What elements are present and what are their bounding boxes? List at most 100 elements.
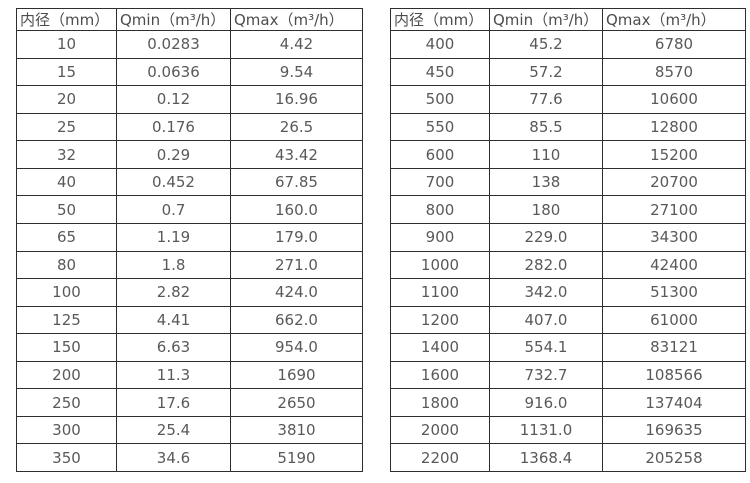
table-cell: 550 xyxy=(390,112,490,142)
header-row: 内径（mm） Qmin（m³/h） Qmax（m³/h） xyxy=(16,8,363,31)
table-row: 15 0.0636 9.54 xyxy=(16,57,363,87)
table-cell: 85.5 xyxy=(489,112,603,142)
table-cell: 137404 xyxy=(602,388,746,417)
table-row: 1400 554.1 83121 xyxy=(390,333,746,362)
flow-table-large-diameters: 内径（mm） Qmin（m³/h） Qmax（m³/h） 400 45.2 6780 450… xyxy=(390,8,746,472)
table-cell: 900 xyxy=(390,222,490,252)
table-cell: 138 xyxy=(489,167,603,197)
table-cell: 1690 xyxy=(230,360,363,390)
table-cell: 1368.4 xyxy=(489,443,603,472)
table-cell: 700 xyxy=(390,167,490,197)
table-cell: 1.8 xyxy=(116,250,231,280)
table-cell: 10600 xyxy=(602,85,746,114)
table-row: 50 0.7 160.0 xyxy=(16,195,363,224)
table-cell: 160.0 xyxy=(230,195,363,224)
table-row: 1600 732.7 108566 xyxy=(390,360,746,390)
table-cell: 350 xyxy=(16,443,117,472)
table-cell: 0.452 xyxy=(116,167,231,197)
table-cell: 0.29 xyxy=(116,140,231,169)
table-cell: 732.7 xyxy=(489,360,603,390)
table-cell: 5190 xyxy=(230,443,363,472)
table-row: 350 34.6 5190 xyxy=(16,443,363,472)
table-cell: 1800 xyxy=(390,388,490,417)
table-cell: 916.0 xyxy=(489,388,603,417)
table-cell: 12800 xyxy=(602,112,746,142)
table-cell: 125 xyxy=(16,305,117,335)
table-cell: 80 xyxy=(16,250,117,280)
table-cell: 16.96 xyxy=(230,85,363,114)
table-cell: 2.82 xyxy=(116,278,231,307)
table-cell: 3810 xyxy=(230,415,363,445)
table-cell: 4.42 xyxy=(230,30,363,59)
table-cell: 450 xyxy=(390,57,490,87)
table-row: 800 180 27100 xyxy=(390,195,746,224)
table-cell: 150 xyxy=(16,333,117,362)
table-cell: 407.0 xyxy=(489,305,603,335)
table-cell: 4.41 xyxy=(116,305,231,335)
table-row: 1000 282.0 42400 xyxy=(390,250,746,280)
table-cell: 77.6 xyxy=(489,85,603,114)
table-cell: 11.3 xyxy=(116,360,231,390)
table-cell: 1400 xyxy=(390,333,490,362)
table-cell: 271.0 xyxy=(230,250,363,280)
table-cell: 25.4 xyxy=(116,415,231,445)
table-row: 2200 1368.4 205258 xyxy=(390,443,746,472)
table-row: 1200 407.0 61000 xyxy=(390,305,746,335)
table-cell: 43.42 xyxy=(230,140,363,169)
table-cell: 1100 xyxy=(390,278,490,307)
table-row: 32 0.29 43.42 xyxy=(16,140,363,169)
table-cell: 25 xyxy=(16,112,117,142)
table-cell: 57.2 xyxy=(489,57,603,87)
table-row: 100 2.82 424.0 xyxy=(16,278,363,307)
table-cell: 40 xyxy=(16,167,117,197)
table-cell: 662.0 xyxy=(230,305,363,335)
header-row: 内径（mm） Qmin（m³/h） Qmax（m³/h） xyxy=(390,8,746,31)
table-cell: 0.7 xyxy=(116,195,231,224)
header-cell: 内径（mm） xyxy=(16,8,117,31)
table-cell: 10 xyxy=(16,30,117,59)
header-cell: Qmin（m³/h） xyxy=(116,8,231,31)
table-cell: 61000 xyxy=(602,305,746,335)
table-cell: 1200 xyxy=(390,305,490,335)
header-cell: Qmax（m³/h） xyxy=(230,8,363,31)
table-row: 900 229.0 34300 xyxy=(390,222,746,252)
table-row: 700 138 20700 xyxy=(390,167,746,197)
table-cell: 6.63 xyxy=(116,333,231,362)
table-cell: 1.19 xyxy=(116,222,231,252)
table-cell: 108566 xyxy=(602,360,746,390)
table-cell: 424.0 xyxy=(230,278,363,307)
table-cell: 0.0283 xyxy=(116,30,231,59)
table-cell: 179.0 xyxy=(230,222,363,252)
table-cell: 110 xyxy=(489,140,603,169)
table-cell: 6780 xyxy=(602,30,746,59)
table-cell: 15 xyxy=(16,57,117,87)
table-cell: 1600 xyxy=(390,360,490,390)
table-row: 1800 916.0 137404 xyxy=(390,388,746,417)
table-cell: 26.5 xyxy=(230,112,363,142)
table-cell: 205258 xyxy=(602,443,746,472)
table-row: 65 1.19 179.0 xyxy=(16,222,363,252)
header-cell: Qmax（m³/h） xyxy=(602,8,746,31)
table-cell: 282.0 xyxy=(489,250,603,280)
table-row: 250 17.6 2650 xyxy=(16,388,363,417)
table-row: 2000 1131.0 169635 xyxy=(390,415,746,445)
table-cell: 100 xyxy=(16,278,117,307)
table-cell: 67.85 xyxy=(230,167,363,197)
table-cell: 32 xyxy=(16,140,117,169)
table-row: 550 85.5 12800 xyxy=(390,112,746,142)
table-cell: 800 xyxy=(390,195,490,224)
table-cell: 42400 xyxy=(602,250,746,280)
table-cell: 400 xyxy=(390,30,490,59)
table-row: 300 25.4 3810 xyxy=(16,415,363,445)
table-cell: 0.176 xyxy=(116,112,231,142)
table-cell: 954.0 xyxy=(230,333,363,362)
table-row: 40 0.452 67.85 xyxy=(16,167,363,197)
table-cell: 0.12 xyxy=(116,85,231,114)
table-cell: 250 xyxy=(16,388,117,417)
table-row: 20 0.12 16.96 xyxy=(16,85,363,114)
table-cell: 20 xyxy=(16,85,117,114)
table-row: 150 6.63 954.0 xyxy=(16,333,363,362)
table-cell: 34300 xyxy=(602,222,746,252)
table-cell: 20700 xyxy=(602,167,746,197)
